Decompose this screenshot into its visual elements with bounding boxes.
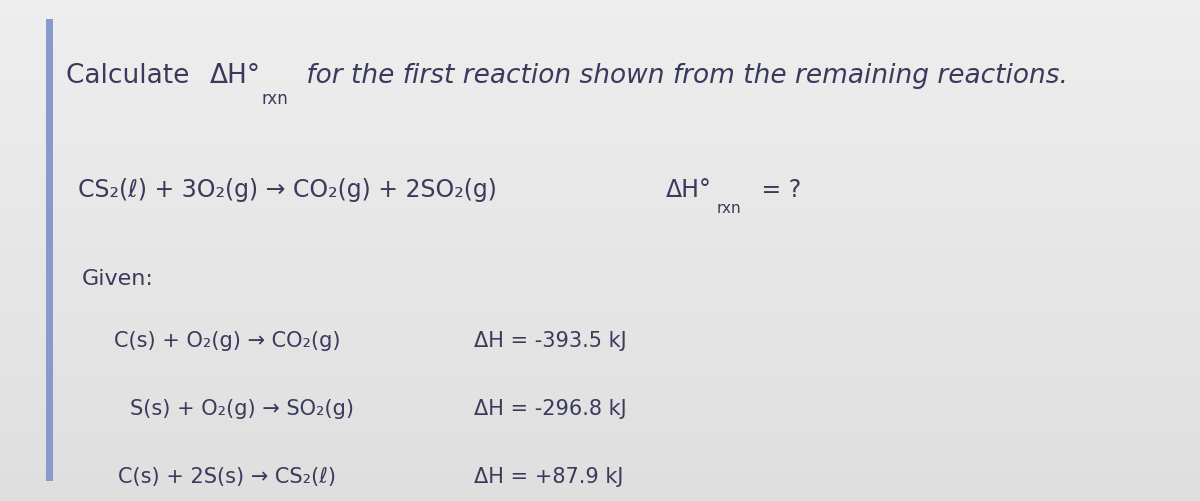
Text: rxn: rxn: [716, 200, 742, 215]
Text: C(s) + O₂(g) → CO₂(g): C(s) + O₂(g) → CO₂(g): [114, 331, 341, 351]
Text: ΔH°: ΔH°: [666, 178, 712, 202]
Text: Given:: Given:: [82, 268, 154, 288]
Text: ΔH = -393.5 kJ: ΔH = -393.5 kJ: [474, 331, 626, 351]
Text: CS₂(ℓ) + 3O₂(g) → CO₂(g) + 2SO₂(g): CS₂(ℓ) + 3O₂(g) → CO₂(g) + 2SO₂(g): [78, 178, 497, 202]
Text: rxn: rxn: [262, 90, 288, 108]
Text: = ?: = ?: [754, 178, 800, 202]
Text: ΔH = +87.9 kJ: ΔH = +87.9 kJ: [474, 466, 623, 486]
Bar: [46, 20, 53, 481]
Text: Calculate: Calculate: [66, 63, 198, 89]
Text: ΔH°: ΔH°: [210, 63, 262, 89]
Text: S(s) + O₂(g) → SO₂(g): S(s) + O₂(g) → SO₂(g): [130, 398, 354, 418]
Text: for the first reaction shown from the remaining reactions.: for the first reaction shown from the re…: [298, 63, 1068, 89]
Text: C(s) + 2S(s) → CS₂(ℓ): C(s) + 2S(s) → CS₂(ℓ): [118, 466, 336, 486]
Text: ΔH = -296.8 kJ: ΔH = -296.8 kJ: [474, 398, 626, 418]
